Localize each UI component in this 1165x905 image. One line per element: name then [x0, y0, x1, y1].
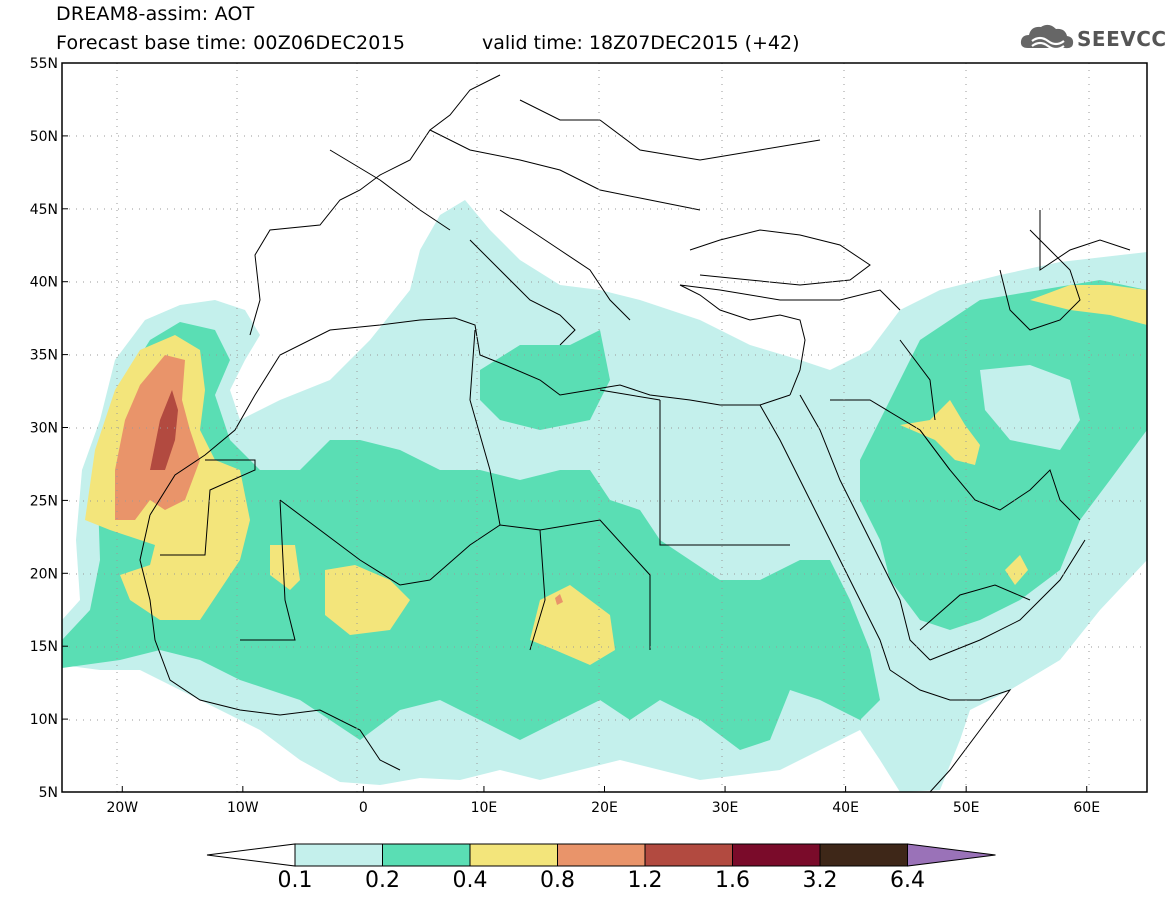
longitude-axis: 20W 10W 0 10E 20E 30E 40E 50E 60E — [106, 786, 1100, 816]
lat-tick-label: 45N — [30, 202, 58, 218]
colorbar-level-label: 6.4 — [890, 868, 925, 893]
colorbar-swatch — [382, 843, 471, 867]
aot-band-0.2-mideast — [860, 280, 1147, 630]
aot-band-0.4-chad — [530, 585, 615, 665]
coast-levant — [679, 284, 806, 396]
coast-gulf — [919, 429, 1081, 521]
aot-band-0.2 — [62, 322, 880, 750]
colorbar-swatch — [557, 843, 646, 867]
colorbar-level-label: 1.6 — [715, 868, 750, 893]
border-libya-egypt — [599, 389, 661, 401]
aot-band-0.4-caspian — [1030, 285, 1147, 325]
lon-tick-label: 10E — [471, 800, 498, 816]
coast-caspian — [999, 229, 1081, 331]
aot-band-0.1-mideast-hole — [980, 365, 1080, 450]
coast-red-sea-east — [799, 394, 931, 661]
aot-band-1.2 — [150, 390, 178, 470]
border-egypt-sudan — [659, 400, 790, 546]
colorbar-swatch — [732, 843, 821, 867]
lat-tick-label: 55N — [30, 56, 58, 72]
lat-tick-label: 25N — [30, 493, 58, 509]
colorbar-swatch — [819, 843, 908, 867]
lon-tick-label: 20W — [106, 800, 138, 816]
border-europe — [329, 99, 821, 231]
map-title: DREAM8-assim: AOT — [56, 3, 255, 25]
border-niger-chad — [429, 524, 546, 651]
colorbar-swatch — [644, 843, 733, 867]
border-central-asia — [1039, 210, 1131, 271]
aot-band-1.2-dot — [555, 594, 563, 605]
coast-adriatic — [499, 209, 631, 321]
lon-tick-label: 0 — [359, 800, 368, 816]
colorbar-level-label: 0.4 — [452, 868, 488, 893]
lat-tick-label: 35N — [30, 348, 58, 364]
lat-tick-label: 50N — [30, 129, 58, 145]
border-libya-chad — [539, 519, 651, 650]
coast-europe-atlantic — [249, 74, 501, 336]
gridlines — [62, 63, 1147, 792]
lat-tick-label: 15N — [30, 639, 58, 655]
logo — [1018, 20, 1158, 60]
logo-text: SEEVCCC — [1077, 27, 1165, 51]
latitude-axis: 55N 50N 45N 40N 35N 30N 25N 20N 15N 10N 5N — [30, 56, 68, 801]
colorbar-level-label: 1.2 — [627, 868, 663, 893]
coastlines-borders — [139, 74, 1131, 792]
border-mauritania-mali — [240, 499, 296, 641]
lon-tick-label: 10W — [227, 800, 259, 816]
coast-italy — [469, 239, 576, 346]
lon-tick-label: 20E — [591, 800, 618, 816]
border-sahara — [160, 459, 256, 556]
colorbar — [205, 840, 1005, 874]
aot-band-0.4-oman — [1005, 555, 1028, 585]
lon-tick-label: 50E — [953, 800, 980, 816]
aot-band-0.4-iraq — [900, 400, 980, 465]
lat-tick-label: 40N — [30, 275, 58, 291]
colorbar-over-triangle — [907, 843, 996, 867]
border-algeria-libya — [469, 329, 501, 526]
lon-tick-label: 40E — [832, 800, 859, 816]
lat-tick-label: 10N — [30, 712, 58, 728]
lon-tick-label: 30E — [712, 800, 739, 816]
lat-tick-label: 30N — [30, 421, 58, 437]
border-saudi — [830, 399, 951, 471]
coast-red-sea — [759, 404, 891, 671]
colorbar-swatches — [206, 843, 996, 867]
colorbar-level-label: 0.2 — [365, 868, 400, 893]
aot-band-0.4-niger — [270, 545, 300, 590]
border-algeria-mali — [279, 499, 431, 586]
colorbar-swatch — [469, 843, 558, 867]
aot-contours — [62, 200, 1147, 792]
valid-time: valid time: 18Z07DEC2015 (+42) — [482, 32, 800, 54]
colorbar-level-label: 0.1 — [277, 868, 313, 893]
border-iran-iraq — [899, 339, 936, 421]
border-turkey — [679, 284, 901, 311]
lat-tick-label: 20N — [30, 566, 58, 582]
lon-tick-label: 60E — [1073, 800, 1100, 816]
lat-tick-label: 5N — [39, 785, 58, 801]
colorbar-level-label: 0.8 — [540, 868, 575, 893]
colorbar-swatch — [294, 843, 383, 867]
cloud-icon — [1020, 24, 1074, 51]
forecast-base-time: Forecast base time: 00Z06DEC2015 — [56, 32, 406, 54]
coast-west-africa — [139, 514, 401, 771]
colorbar-under-triangle — [206, 843, 296, 867]
colorbar-level-label: 3.2 — [802, 868, 838, 893]
coast-arabia-south — [929, 539, 1086, 661]
coast-horn — [889, 669, 1012, 792]
coast-black-sea — [689, 229, 871, 286]
aot-band-0.2-libya — [480, 330, 610, 430]
border-yemen — [919, 584, 1031, 631]
coast-north-africa — [149, 317, 791, 516]
aot-band-0.4-mali — [325, 565, 410, 635]
